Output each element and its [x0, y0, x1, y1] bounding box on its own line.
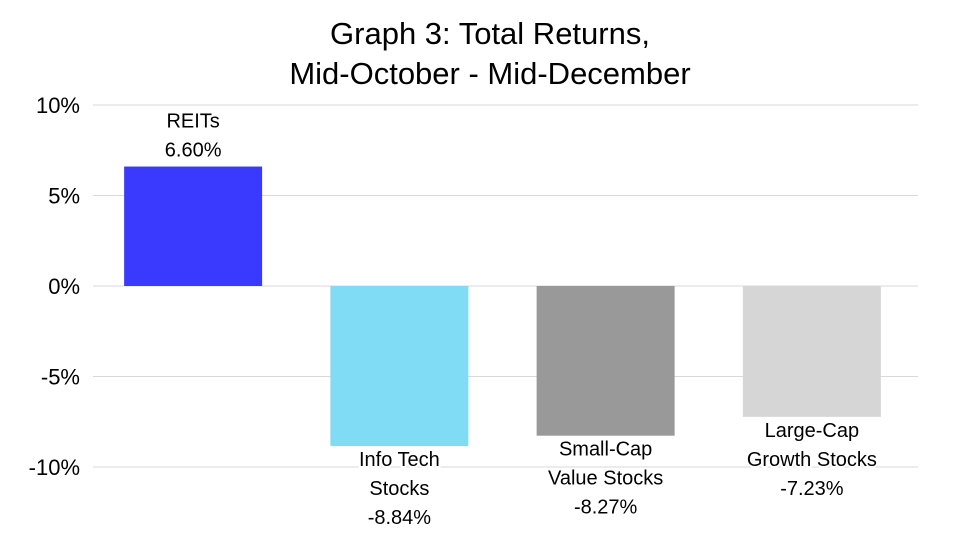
y-tick-label: 10%: [36, 93, 80, 118]
chart-title-line-2: Mid-October - Mid-December: [289, 56, 691, 91]
data-label: -8.84%: [368, 507, 432, 529]
category-label: REITs: [166, 111, 219, 133]
bar: [742, 286, 881, 417]
category-label: Info Tech: [359, 449, 440, 471]
y-tick-label: 0%: [48, 274, 80, 299]
y-tick-label: 5%: [48, 184, 80, 209]
bar: [536, 286, 675, 436]
category-label: Large-Cap: [765, 420, 860, 442]
y-tick-label: -10%: [29, 455, 80, 480]
data-label: 6.60%: [165, 140, 222, 162]
data-label: -8.27%: [574, 497, 638, 519]
category-label: Value Stocks: [548, 468, 663, 490]
data-label: -7.23%: [780, 478, 844, 500]
chart-title-line-1: Graph 3: Total Returns,: [330, 16, 650, 51]
category-label: Small-Cap: [559, 439, 652, 461]
category-label: Stocks: [369, 478, 429, 500]
y-tick-label: -5%: [41, 365, 80, 390]
category-label: Growth Stocks: [747, 449, 877, 471]
bar: [124, 166, 263, 286]
chart-title: Graph 3: Total Returns, Mid-October - Mi…: [0, 14, 980, 94]
bar: [330, 286, 469, 447]
